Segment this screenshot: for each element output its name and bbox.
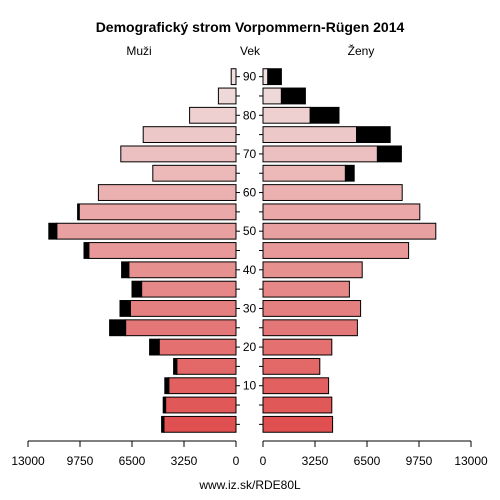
male-excess-50-54 — [48, 222, 58, 240]
footer-url[interactable]: www.iz.sk/RDE80L — [198, 478, 301, 492]
male-excess-10-14 — [164, 377, 170, 395]
female-bar-65-69 — [262, 164, 346, 182]
female-bar-55-59 — [262, 203, 421, 221]
female-bar-10-14 — [262, 377, 330, 395]
center-header: Vek — [240, 44, 261, 58]
female-bar-80-84 — [262, 106, 311, 124]
male-excess-45-49 — [83, 242, 90, 259]
age-tick-label: 90 — [243, 70, 257, 84]
female-bars — [262, 68, 437, 433]
x-tick-label-right: 13000 — [454, 454, 488, 468]
male-bar-40-44 — [128, 261, 237, 279]
female-bar-85-89 — [262, 87, 282, 105]
male-bar-20-24 — [158, 338, 237, 356]
chart-title: Demografický strom Vorpommern-Rügen 2014 — [96, 19, 405, 35]
x-tick-label-left: 9750 — [67, 454, 94, 468]
male-bar-90+ — [230, 68, 237, 86]
male-bar-65-69 — [152, 164, 237, 182]
female-bar-40-44 — [262, 261, 363, 279]
female-bar-60-64 — [262, 184, 403, 201]
female-bar-75-79 — [262, 126, 358, 144]
male-bars — [48, 68, 237, 433]
male-bar-5-9 — [165, 396, 237, 414]
age-tick-label: 60 — [243, 186, 257, 200]
male-bar-85-89 — [217, 87, 237, 105]
x-tick-label-right: 6500 — [354, 454, 381, 468]
x-tick-label-left: 0 — [233, 454, 240, 468]
female-excess-70-74 — [376, 145, 402, 163]
female-bar-90+ — [262, 68, 269, 86]
x-tick-label-right: 0 — [260, 454, 267, 468]
male-excess-20-24 — [149, 338, 160, 356]
female-bar-20-24 — [262, 338, 333, 356]
female-excess-90+ — [267, 68, 282, 86]
male-excess-55-59 — [77, 203, 80, 221]
age-tick-label: 80 — [243, 108, 257, 122]
female-bar-70-74 — [262, 145, 378, 163]
female-bar-0-4 — [262, 415, 334, 433]
male-excess-0-4 — [161, 415, 165, 433]
male-excess-40-44 — [121, 261, 130, 279]
x-tick-label-left: 13000 — [11, 454, 45, 468]
male-bar-10-14 — [168, 377, 237, 395]
female-excess-80-84 — [309, 106, 340, 124]
male-bar-45-49 — [88, 242, 237, 259]
male-bar-70-74 — [120, 145, 237, 163]
female-bar-25-29 — [262, 319, 358, 337]
age-tick-label: 50 — [243, 224, 257, 238]
female-excess-85-89 — [280, 87, 306, 105]
x-tick-label-left: 6500 — [119, 454, 146, 468]
female-bar-45-49 — [262, 242, 410, 259]
x-tick-label-right: 9750 — [406, 454, 433, 468]
male-bar-15-19 — [176, 357, 237, 375]
x-tick-label-right: 3250 — [302, 454, 329, 468]
male-bar-55-59 — [78, 203, 237, 221]
female-bar-35-39 — [262, 280, 350, 298]
female-bar-5-9 — [262, 396, 333, 414]
age-axis: 90 80 70 60 50 40 30 20 10 — [236, 70, 263, 425]
female-excess-65-69 — [344, 164, 355, 182]
male-bar-25-29 — [125, 319, 237, 337]
left-header: Muži — [126, 44, 151, 58]
male-excess-25-29 — [109, 319, 127, 337]
male-bar-75-79 — [142, 126, 237, 144]
age-tick-label: 40 — [243, 263, 257, 277]
female-bar-30-34 — [262, 300, 362, 317]
x-axis: 13000 9750 6500 3250 0 0 3250 6500 9750 13000 — [11, 440, 488, 468]
right-header: Ženy — [348, 43, 375, 58]
male-bar-0-4 — [163, 415, 237, 433]
male-excess-15-19 — [173, 357, 178, 375]
male-bar-30-34 — [129, 300, 237, 317]
female-bar-15-19 — [262, 357, 321, 375]
male-excess-35-39 — [131, 280, 143, 298]
male-bar-60-64 — [97, 184, 237, 201]
male-excess-30-34 — [119, 300, 131, 317]
female-excess-75-79 — [356, 126, 391, 144]
male-excess-5-9 — [162, 396, 167, 414]
x-tick-label-left: 3250 — [171, 454, 198, 468]
female-bar-50-54 — [262, 222, 437, 240]
age-tick-label: 70 — [243, 147, 257, 161]
male-bar-50-54 — [56, 222, 237, 240]
male-bar-35-39 — [141, 280, 237, 298]
age-tick-label: 20 — [243, 340, 257, 354]
age-tick-label: 10 — [243, 379, 257, 393]
male-bar-80-84 — [189, 106, 237, 124]
age-tick-label: 30 — [243, 301, 257, 315]
